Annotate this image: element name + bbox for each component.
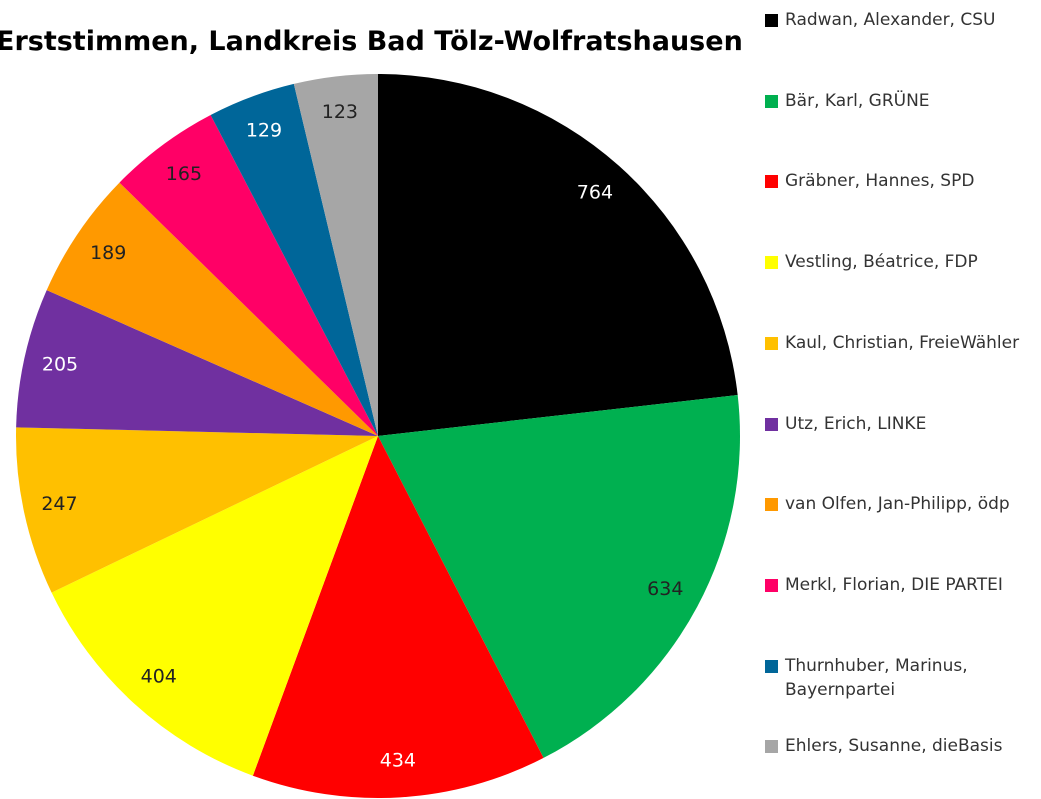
legend-entry: van Olfen, Jan-Philipp, ödp [765, 492, 1035, 516]
legend-swatch [765, 14, 778, 27]
legend-swatch [765, 498, 778, 512]
legend-swatch [765, 336, 778, 350]
legend-swatch [765, 175, 778, 189]
data-label: 129 [246, 119, 282, 141]
data-label: 165 [166, 163, 202, 185]
pie-slice [16, 290, 378, 436]
legend-label: van Olfen, Jan-Philipp, ödp [785, 494, 1010, 515]
legend-entry: Vestling, Béatrice, FDP [765, 250, 1035, 274]
data-label: 247 [41, 493, 77, 515]
legend-label: Merkl, Florian, DIE PARTEI [785, 574, 1003, 595]
chart-title: Erststimmen, Landkreis Bad Tölz-Wolfrats… [0, 26, 743, 57]
legend-entry: Utz, Erich, LINKE [765, 412, 1035, 436]
pie-slice [15, 427, 378, 593]
legend-swatch [765, 94, 778, 108]
pie-slice [378, 74, 738, 436]
legend-entry: Gräbner, Hannes, SPD [765, 169, 1035, 193]
data-label: 123 [322, 101, 358, 123]
legend-swatch [765, 740, 778, 754]
legend-entry: Merkl, Florian, DIE PARTEI [765, 573, 1035, 597]
legend-entry: Kaul, Christian, FreieWähler [765, 331, 1035, 355]
legend-label: Thurnhuber, Marinus, Bayernpartei [785, 655, 968, 700]
pie-slice [119, 115, 378, 436]
legend-label: Bär, Karl, GRÜNE [785, 90, 930, 111]
pie-slice [378, 395, 740, 758]
pie-slice [210, 83, 378, 437]
legend-swatch [765, 578, 778, 592]
data-label: 434 [380, 750, 416, 772]
legend-label: Kaul, Christian, FreieWähler [785, 332, 1020, 353]
legend-label: Vestling, Béatrice, FDP [785, 252, 978, 273]
pie-slice [293, 74, 378, 436]
legend-entry: Ehlers, Susanne, dieBasis [765, 734, 1035, 758]
data-label: 189 [90, 242, 126, 264]
legend-label: Ehlers, Susanne, dieBasis [785, 736, 1003, 757]
pie-slice [51, 436, 379, 776]
legend-swatch [765, 417, 778, 431]
legend-entry: Thurnhuber, Marinus, Bayernpartei [765, 654, 1035, 702]
legend-entry: Radwan, Alexander, CSU [765, 8, 1035, 32]
data-label: 764 [577, 181, 613, 203]
data-label: 634 [647, 578, 683, 600]
legend-swatch [765, 659, 778, 673]
data-label: 205 [42, 354, 78, 376]
pie-slice [46, 182, 378, 436]
legend-label: Gräbner, Hannes, SPD [785, 171, 975, 192]
legend-label: Radwan, Alexander, CSU [785, 10, 996, 30]
data-label: 404 [141, 665, 177, 687]
pie-slice [252, 436, 544, 799]
legend-swatch [765, 256, 778, 270]
legend-label: Utz, Erich, LINKE [785, 413, 927, 434]
legend-entry: Bär, Karl, GRÜNE [765, 89, 1035, 113]
